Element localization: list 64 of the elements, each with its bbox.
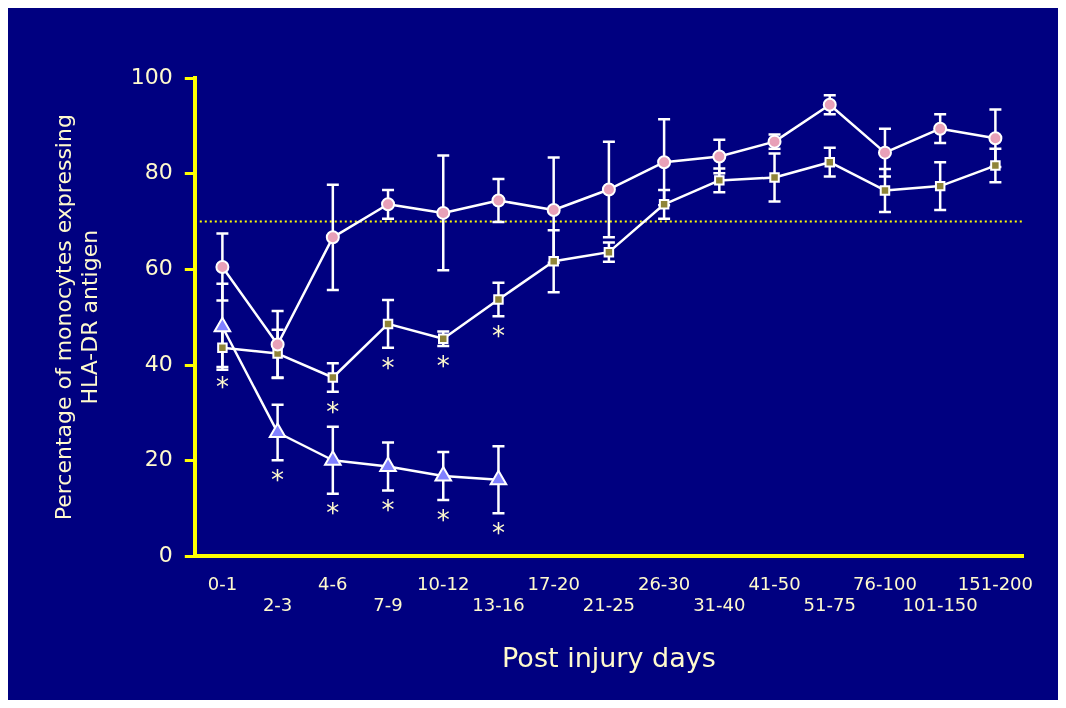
annotation: * — [326, 498, 340, 529]
x-tick-label: 21-25 — [582, 594, 636, 616]
point — [324, 450, 342, 466]
point — [877, 145, 892, 160]
annotation: * — [381, 495, 395, 526]
point — [658, 199, 670, 210]
point — [769, 172, 780, 183]
point — [988, 131, 1003, 146]
annotation: * — [436, 504, 450, 535]
x-tick-label: 41-50 — [748, 572, 801, 594]
point — [325, 230, 340, 245]
point — [491, 193, 506, 208]
point — [270, 337, 285, 352]
x-tick-label: 51-75 — [803, 594, 856, 616]
y-tick-label: 40 — [144, 350, 173, 376]
x-tick-label: 101-150 — [902, 594, 978, 616]
point — [990, 160, 1001, 171]
annotation: * — [271, 464, 285, 495]
x-tick-label: 0-1 — [207, 572, 238, 594]
y-tick-label: 0 — [158, 542, 173, 568]
point — [379, 456, 397, 472]
x-tick-label: 10-12 — [417, 572, 470, 594]
point — [434, 466, 453, 482]
point — [824, 156, 835, 168]
point — [934, 180, 946, 192]
x-tick-label: 17-20 — [527, 572, 580, 594]
point — [546, 203, 561, 218]
point — [712, 149, 727, 164]
x-tick-label: 31-40 — [693, 594, 746, 616]
annotation: * — [436, 350, 450, 381]
y-tick-label: 100 — [130, 63, 173, 89]
point — [489, 469, 508, 486]
x-tick-label: 2-3 — [262, 594, 293, 616]
y-axis-title: Percentage of monocytes expressing HLA-DR antigen — [50, 114, 103, 521]
point — [879, 185, 891, 196]
point — [714, 175, 725, 186]
annotation: * — [381, 352, 395, 383]
annotation: * — [491, 320, 505, 351]
point — [327, 372, 339, 383]
point — [381, 197, 396, 212]
point — [217, 342, 228, 354]
y-tick-label: 60 — [144, 255, 173, 281]
x-tick-label: 7-9 — [373, 594, 403, 616]
x-tick-label: 26-30 — [637, 572, 691, 594]
x-tick-label: 76-100 — [853, 572, 917, 594]
point — [436, 205, 451, 220]
point — [657, 155, 672, 170]
point — [601, 182, 616, 197]
point — [382, 318, 394, 330]
annotation: * — [491, 518, 505, 549]
x-tick-label: 13-16 — [472, 594, 525, 616]
annotation: * — [215, 371, 229, 402]
y-tick-label: 20 — [144, 446, 173, 472]
point — [493, 294, 504, 305]
point — [215, 259, 230, 274]
x-tick-label: 151-200 — [957, 572, 1033, 594]
point — [268, 422, 287, 438]
y-tick-label: 80 — [144, 159, 173, 185]
point — [933, 121, 948, 136]
annotation: * — [326, 396, 340, 427]
x-tick-label: 4-6 — [318, 572, 348, 594]
point — [213, 316, 232, 333]
x-axis-title: Post injury days — [502, 641, 716, 673]
point — [548, 255, 559, 267]
